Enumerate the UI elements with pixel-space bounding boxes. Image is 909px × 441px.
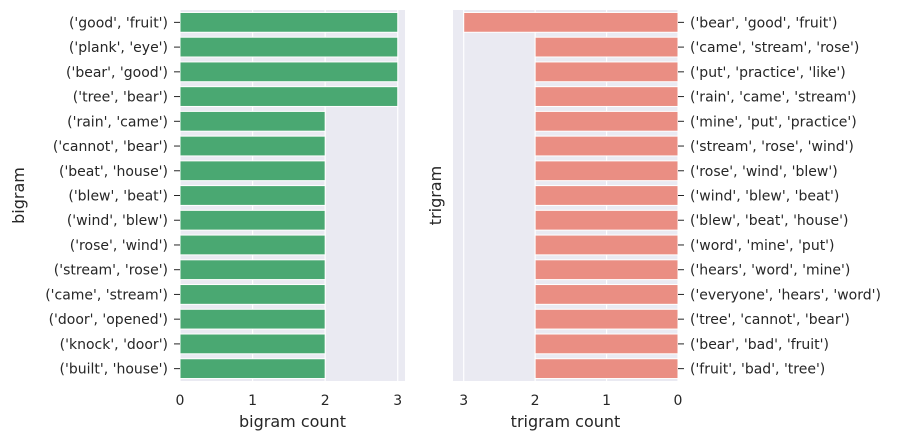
bigram-x-tick-label: 3 xyxy=(393,393,402,409)
bigram-bar xyxy=(179,86,399,107)
trigram-category-label: ('tree', 'cannot', 'bear') xyxy=(690,312,850,328)
bigram-bar xyxy=(179,284,326,305)
bigram-panel: ('good', 'fruit') ('plank', 'eye') ('bear'… xyxy=(9,10,405,431)
bigram-category-label: ('cannot', 'bear') xyxy=(53,139,168,155)
bigram-category-label: ('door', 'opened') xyxy=(49,312,168,328)
trigram-bar xyxy=(534,333,679,355)
trigram-bar xyxy=(534,61,679,83)
trigram-bar xyxy=(534,110,679,132)
trigram-bar xyxy=(534,160,679,182)
bigram-bar xyxy=(179,36,399,58)
bigram-bar xyxy=(179,358,326,380)
trigram-category-label: ('bear', 'good', 'fruit') xyxy=(690,15,838,31)
bigram-x-axis-label: bigram count xyxy=(239,412,346,431)
bigram-bar xyxy=(179,234,326,256)
trigram-bar xyxy=(534,135,679,157)
bigram-category-label: ('knock', 'door') xyxy=(60,337,168,353)
trigram-bar xyxy=(463,11,679,33)
bigram-count-ticks: 0 1 2 3 xyxy=(176,393,403,409)
bigram-category-label: ('beat', 'house') xyxy=(59,164,168,180)
bigram-category-label: ('rose', 'wind') xyxy=(70,238,168,254)
bigram-bar xyxy=(179,333,326,355)
bigram-category-label: ('blew', 'beat') xyxy=(68,189,168,205)
bigram-category-labels: ('good', 'fruit') ('plank', 'eye') ('bear'… xyxy=(45,15,180,378)
bigram-category-label: ('came', 'stream') xyxy=(45,287,168,303)
trigram-category-label: ('everyone', 'hears', 'word') xyxy=(690,287,881,303)
trigram-x-tick-label: 1 xyxy=(602,393,611,409)
bigram-x-tick-label: 1 xyxy=(248,393,257,409)
trigram-bar xyxy=(534,308,679,330)
bigram-bar xyxy=(179,308,326,330)
trigram-bars xyxy=(463,11,679,380)
bigram-bar xyxy=(179,61,399,83)
bigram-category-label: ('tree', 'bear') xyxy=(73,90,168,106)
bigram-category-label: ('wind', 'blew') xyxy=(67,213,168,229)
bigram-bar xyxy=(179,135,326,157)
trigram-category-label: ('put', 'practice', 'like') xyxy=(690,65,846,81)
bigram-category-label: ('built', 'house') xyxy=(60,362,168,378)
bigram-bar xyxy=(179,259,326,281)
trigram-category-label: ('wind', 'blew', 'beat') xyxy=(690,189,839,205)
trigram-bar xyxy=(534,185,679,206)
trigram-category-label: ('mine', 'put', 'practice') xyxy=(690,114,857,130)
trigram-category-label: ('stream', 'rose', 'wind') xyxy=(690,139,854,155)
trigram-bar xyxy=(534,234,679,256)
bigram-x-tick-label: 2 xyxy=(321,393,330,409)
trigram-x-tick-label: 0 xyxy=(674,393,683,409)
trigram-panel: ('bear', 'good', 'fruit') ('came', 'strea… xyxy=(426,10,881,431)
bigram-category-label: ('bear', 'good') xyxy=(66,65,168,81)
bigram-bars xyxy=(179,11,399,380)
trigram-count-ticks: 3 2 1 0 xyxy=(459,393,682,409)
trigram-category-label: ('rose', 'wind', 'blew') xyxy=(690,164,838,180)
trigram-bar xyxy=(534,284,679,305)
trigram-y-axis-label: trigram xyxy=(426,166,445,225)
trigram-category-labels: ('bear', 'good', 'fruit') ('came', 'strea… xyxy=(678,15,881,378)
bigram-category-label: ('stream', 'rose') xyxy=(54,263,168,279)
trigram-category-label: ('blew', 'beat', 'house') xyxy=(690,213,848,229)
trigram-bar xyxy=(534,86,679,107)
trigram-category-label: ('bear', 'bad', 'fruit') xyxy=(690,337,829,353)
bigram-x-tick-label: 0 xyxy=(176,393,185,409)
trigram-category-label: ('rain', 'came', 'stream') xyxy=(690,90,857,106)
bigram-bar xyxy=(179,11,399,33)
bigram-category-label: ('plank', 'eye') xyxy=(69,40,168,56)
trigram-bar xyxy=(534,358,679,380)
trigram-bar xyxy=(534,36,679,58)
bigram-category-label: ('rain', 'came') xyxy=(67,114,168,130)
bigram-bar xyxy=(179,185,326,206)
bigram-category-label: ('good', 'fruit') xyxy=(69,15,168,31)
bigram-bar xyxy=(179,209,326,231)
bigram-bar xyxy=(179,160,326,182)
trigram-category-label: ('came', 'stream', 'rose') xyxy=(690,40,859,56)
trigram-category-label: ('word', 'mine', 'put') xyxy=(690,238,835,254)
trigram-x-tick-label: 2 xyxy=(531,393,540,409)
trigram-x-tick-label: 3 xyxy=(459,393,468,409)
bigram-y-axis-label: bigram xyxy=(9,167,28,224)
trigram-bar xyxy=(534,259,679,281)
trigram-x-axis-label: trigram count xyxy=(511,412,621,431)
trigram-category-label: ('hears', 'word', 'mine') xyxy=(690,263,850,279)
bigram-bar xyxy=(179,110,326,132)
trigram-bar xyxy=(534,209,679,231)
trigram-category-label: ('fruit', 'bad', 'tree') xyxy=(690,362,825,378)
